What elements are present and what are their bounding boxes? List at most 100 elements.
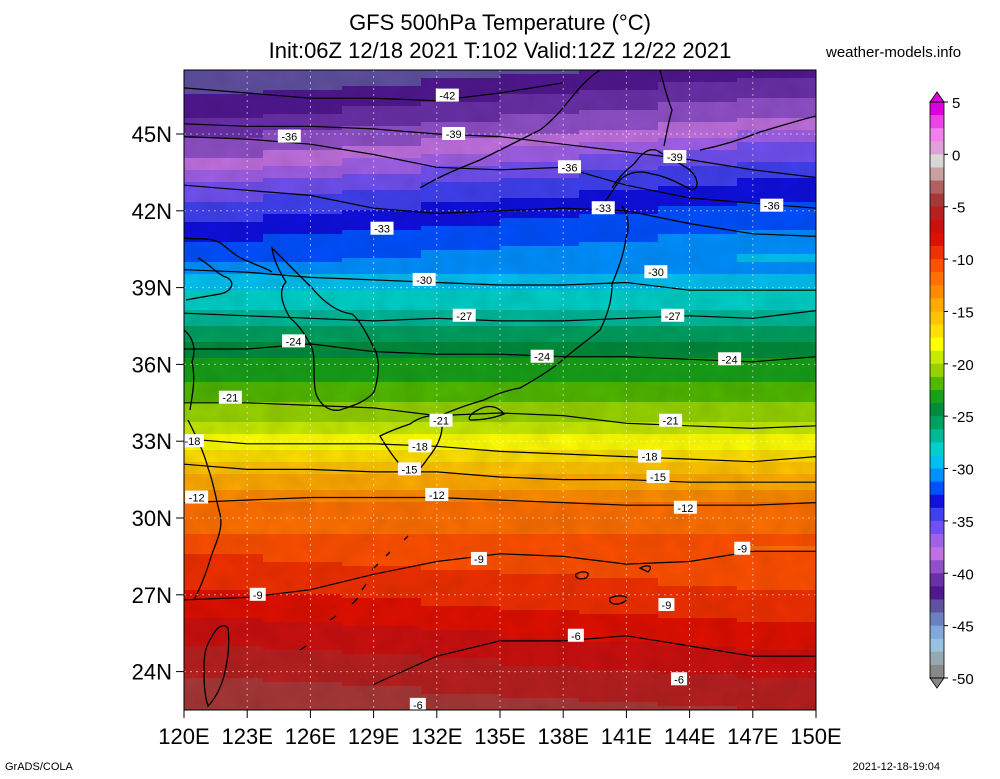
chart-subtitle: Init:06Z 12/18 2021 T:102 Valid:12Z 12/2…	[268, 38, 732, 63]
colorbar-label: 5	[952, 95, 960, 112]
lon-label: 123E	[222, 724, 273, 749]
colorbar-label: -50	[952, 671, 974, 688]
contour-label-bg	[638, 449, 662, 463]
contour-label: -33	[595, 203, 611, 215]
colorbar-swatch	[930, 376, 944, 391]
colorbar-swatch	[930, 298, 944, 312]
lon-label: 144E	[664, 724, 715, 749]
colorbar-swatch	[930, 167, 944, 182]
lon-label: 138E	[538, 724, 589, 749]
colorbar-swatch	[930, 664, 944, 679]
contour-label-bg	[452, 308, 476, 322]
isotherm-line	[184, 438, 816, 463]
colorbar-label: -30	[952, 462, 974, 479]
colorbar-swatch	[930, 442, 944, 456]
lat-label: 36N	[132, 352, 172, 377]
contour-label: -6	[571, 631, 581, 643]
isotherm-line	[184, 496, 816, 506]
coastlines	[184, 70, 816, 708]
axis-labels: 45N 42N 39N 36N 33N 30N 27N 24N 120E 123E 126E 129E…	[132, 122, 842, 749]
colorbar-swatch	[930, 507, 944, 522]
contour-label-bg	[408, 439, 432, 453]
colorbar-swatch	[930, 141, 944, 155]
contour-label: -27	[456, 311, 472, 323]
contour-label-bg	[591, 201, 615, 215]
lat-label: 45N	[132, 122, 172, 147]
colorbar-swatch	[930, 560, 944, 574]
colorbar-swatch	[930, 651, 944, 666]
contour-label-bg	[661, 308, 685, 322]
contour-label-bg	[718, 352, 742, 366]
contour-label: -6	[413, 700, 423, 712]
contour-label: -24	[722, 354, 738, 366]
contour-label: -12	[429, 490, 445, 502]
contour-label: -12	[189, 493, 205, 505]
colorbar-swatch	[930, 416, 944, 430]
lat-label: 24N	[132, 660, 172, 685]
contour-label-bg	[734, 541, 751, 555]
contour-label: -30	[648, 267, 664, 279]
contour-label-bg	[673, 500, 697, 514]
contour-label-bg	[180, 434, 204, 448]
colorbar-label: -45	[952, 619, 974, 636]
colorbar-swatch	[930, 311, 944, 326]
colorbar-swatch	[930, 128, 944, 142]
contour-label: -27	[665, 311, 681, 323]
contour-label: -36	[764, 201, 780, 213]
colorbar-swatch	[930, 429, 944, 443]
contour-label: -9	[737, 544, 747, 556]
contour-label-bg	[249, 587, 266, 601]
korea-coastline	[271, 246, 379, 411]
isotherm-line	[184, 269, 816, 291]
contour-label: -39	[667, 152, 683, 164]
lon-label: 141E	[601, 724, 652, 749]
colorbar-swatch	[930, 337, 944, 352]
colorbar-swatch	[930, 403, 944, 417]
contour-label: -15	[650, 472, 666, 484]
contour-label-bg	[659, 413, 683, 427]
colorbar-swatch	[930, 180, 944, 195]
contour-label-bg	[429, 413, 453, 427]
contour-label: -21	[433, 416, 449, 428]
graticule	[184, 70, 816, 710]
colorbar-swatch	[930, 206, 944, 221]
contour-label-bg	[530, 349, 554, 363]
isotherm-line	[184, 402, 816, 430]
lon-label: 135E	[474, 724, 525, 749]
colorbar-swatch	[930, 573, 944, 587]
contour-label: -18	[412, 441, 428, 453]
contour-label-bg	[671, 672, 688, 686]
lat-label: 42N	[132, 199, 172, 224]
contour-label-bg	[663, 150, 687, 164]
lat-label: 39N	[132, 276, 172, 301]
contour-label-bg	[218, 390, 242, 404]
colorbar-swatch	[930, 494, 944, 509]
isotherm-line	[184, 310, 816, 322]
colorbar-swatch	[930, 259, 944, 273]
colorbar-swatch	[930, 193, 944, 208]
contour-label-bg	[412, 272, 436, 286]
isotherm-line	[184, 184, 816, 237]
colorbar-swatch	[930, 363, 944, 378]
contour-label: -24	[534, 352, 550, 364]
lon-label: 147E	[727, 724, 778, 749]
lon-label: 120E	[158, 724, 209, 749]
contour-label-bg	[425, 487, 449, 501]
contour-label-bg	[185, 490, 209, 504]
contour-label: -6	[674, 674, 684, 686]
colorbar-swatch	[930, 285, 944, 299]
contour-label-bg	[558, 160, 582, 174]
contour-label-bg	[282, 334, 306, 348]
colorbar-top-arrow	[929, 91, 945, 103]
contour-label: -30	[416, 275, 432, 287]
ryukyu-islands	[299, 535, 652, 651]
isotherm-line	[184, 82, 564, 102]
contour-label: -39	[446, 129, 462, 141]
colorbar-bottom-arrow	[929, 677, 945, 689]
colorbar-swatch	[930, 232, 944, 247]
colorbar-swatch	[930, 219, 944, 234]
colorbar-frame	[929, 101, 945, 679]
colorbar-swatch	[930, 324, 944, 339]
colorbar-swatch	[930, 272, 944, 286]
